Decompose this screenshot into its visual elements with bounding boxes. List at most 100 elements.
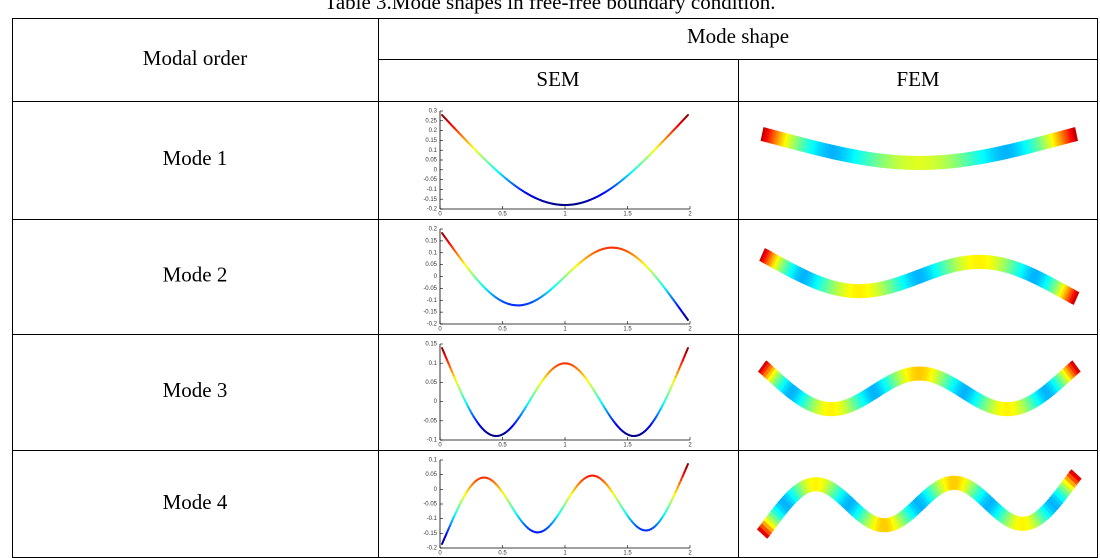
- y-tick-label: 0.1: [429, 250, 438, 256]
- y-tick-label: -0.1: [427, 438, 438, 444]
- fem-band: [773, 516, 776, 519]
- fem-band: [1074, 297, 1077, 298]
- fem-band: [926, 496, 929, 498]
- fem-band: [780, 507, 783, 510]
- fem-band: [1047, 508, 1050, 510]
- y-tick-label: -0.2: [427, 322, 438, 328]
- y-tick-label: -0.2: [427, 207, 438, 213]
- caption: Table 3.Mode shapes in free-free boundar…: [324, 0, 775, 14]
- page: {"caption": "Table 3.Mode shapes in free…: [0, 0, 1100, 558]
- fem-band: [1051, 503, 1054, 506]
- fem-band: [766, 525, 769, 528]
- y-tick-label: 0: [434, 399, 438, 405]
- fem-band: [836, 493, 839, 495]
- fem-band: [1054, 384, 1057, 386]
- fem-band: [982, 497, 985, 499]
- fem-band: [991, 506, 994, 508]
- y-tick-label: -0.15: [423, 310, 437, 316]
- fem-band: [1074, 366, 1077, 368]
- header-cell: Modal order: [143, 46, 247, 70]
- y-tick-label: 0.2: [429, 128, 438, 134]
- x-tick-label: 1: [563, 551, 567, 557]
- fem-band: [762, 531, 765, 534]
- fem-band: [989, 503, 992, 505]
- row-label: Mode 3: [163, 378, 228, 402]
- x-tick-label: 2: [688, 551, 692, 557]
- x-tick-label: 0: [438, 443, 442, 449]
- fem-band: [1049, 388, 1052, 390]
- table-border: [13, 19, 1098, 558]
- fem-band: [1051, 386, 1054, 388]
- x-tick-label: 2: [688, 443, 692, 449]
- fem-band: [849, 505, 852, 507]
- fem-band: [856, 511, 859, 513]
- fem-band: [1069, 370, 1072, 372]
- fem-band: [771, 374, 774, 376]
- fem-band: [782, 505, 785, 508]
- fem-band: [787, 388, 790, 390]
- y-tick-label: 0.15: [425, 342, 437, 348]
- row-label: Mode 1: [163, 146, 228, 170]
- fem-band: [782, 384, 785, 386]
- fem-band: [980, 495, 983, 497]
- fem-band: [1065, 374, 1068, 376]
- y-tick-label: -0.15: [423, 531, 437, 537]
- fem-band: [1058, 495, 1061, 498]
- fem-band: [1047, 390, 1050, 392]
- y-tick-label: 0: [434, 274, 438, 280]
- fem-band: [1058, 380, 1061, 382]
- fem-band: [928, 494, 931, 496]
- fem-band: [1056, 498, 1059, 501]
- y-tick-label: 0.05: [425, 158, 437, 164]
- fem-band: [998, 512, 1001, 514]
- fem-band: [773, 376, 776, 378]
- y-tick-label: -0.1: [427, 187, 438, 193]
- fem-band: [858, 513, 861, 515]
- fem-band: [1067, 372, 1070, 374]
- header-cell: SEM: [536, 67, 580, 91]
- fem-band: [923, 498, 926, 500]
- fem-band: [910, 510, 913, 512]
- fem-band: [1072, 477, 1075, 480]
- document: Table 3.Mode shapes in free-free boundar…: [0, 0, 1100, 558]
- fem-band: [789, 497, 792, 499]
- fem-band: [1069, 480, 1072, 483]
- y-tick-label: -0.1: [427, 516, 438, 522]
- fem-band: [762, 366, 765, 368]
- y-tick-label: 0.1: [429, 148, 438, 154]
- fem-band: [1060, 378, 1063, 380]
- x-tick-label: 0: [438, 551, 442, 557]
- fem-band: [1049, 506, 1052, 508]
- x-tick-label: 0.5: [498, 327, 507, 333]
- fem-band: [764, 368, 767, 370]
- fem-band: [852, 507, 855, 509]
- fem-band: [1054, 501, 1057, 504]
- y-tick-label: 0.1: [429, 458, 438, 464]
- fem-band: [787, 500, 790, 502]
- fem-band: [912, 508, 915, 510]
- fem-band: [847, 502, 850, 504]
- y-tick-label: 0.05: [425, 262, 437, 268]
- x-tick-label: 1: [563, 327, 567, 333]
- fem-band: [1067, 483, 1070, 486]
- fem-band: [919, 502, 922, 504]
- fem-band: [771, 519, 774, 522]
- y-tick-label: 0.3: [429, 109, 438, 115]
- fem-band: [845, 500, 848, 502]
- fem-band: [854, 509, 857, 511]
- fem-band: [975, 492, 978, 494]
- x-tick-label: 1.5: [623, 212, 632, 218]
- y-tick-label: -0.05: [423, 177, 437, 183]
- y-tick-label: -0.15: [423, 197, 437, 203]
- fem-band: [921, 500, 924, 502]
- fem-band: [915, 506, 918, 508]
- fem-band: [775, 378, 778, 380]
- fem-band: [764, 528, 767, 531]
- x-tick-label: 0: [438, 212, 442, 218]
- fem-band: [906, 514, 909, 516]
- y-tick-label: 0.05: [425, 472, 437, 478]
- fem-band: [769, 522, 772, 525]
- fem-band: [841, 496, 844, 498]
- fem-band: [917, 504, 920, 506]
- fem-band: [784, 386, 787, 388]
